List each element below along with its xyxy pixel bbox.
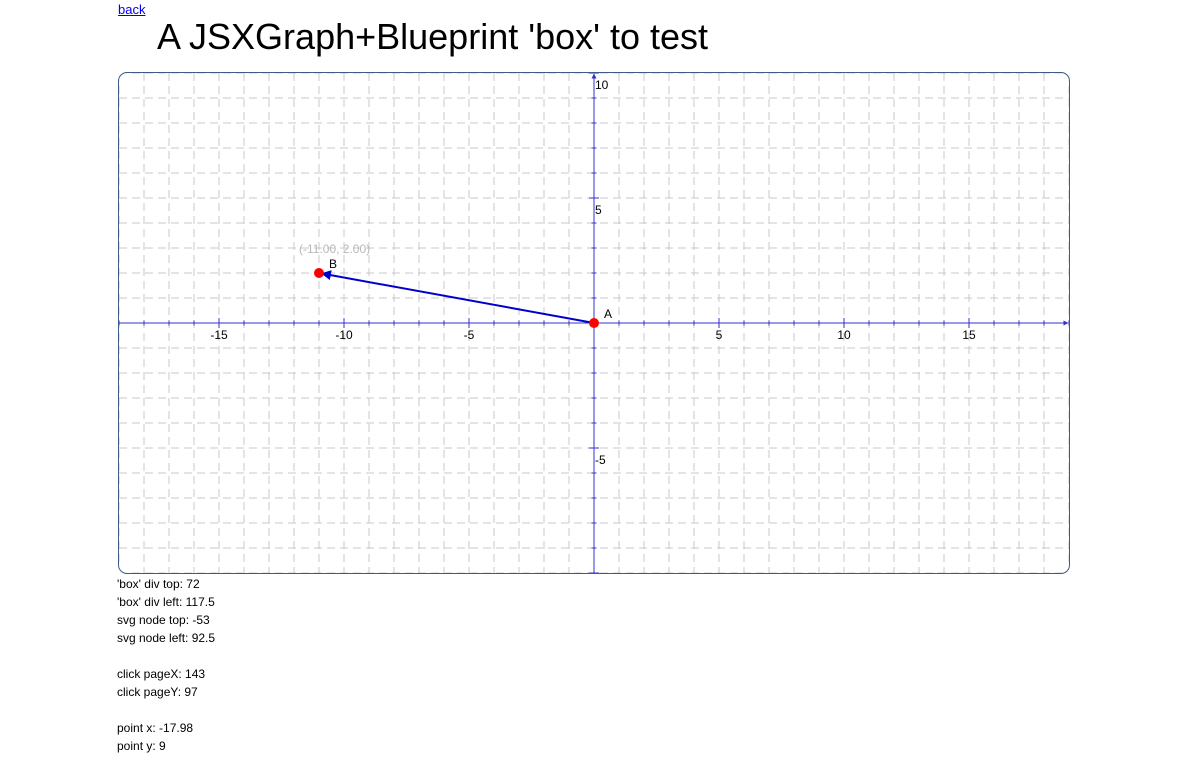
point-y-readout: point y: 9: [117, 739, 166, 753]
vector-layer: [320, 270, 595, 324]
y-tick-label: 5: [595, 203, 602, 217]
spacer: [117, 701, 215, 719]
x-tick-label: -10: [335, 328, 353, 342]
board-canvas[interactable]: -15 -10 -5 5 10 15 10 5 -5 A B(-11.00, 2.00): [119, 73, 1069, 573]
point-x-readout: point x: -17.98: [117, 721, 194, 735]
x-tick-label: 15: [962, 328, 976, 342]
x-tick-label: 5: [716, 328, 723, 342]
point-a[interactable]: [589, 318, 599, 328]
click-pagex-readout: click pageX: 143: [117, 667, 206, 681]
jsxgraph-board[interactable]: -15 -10 -5 5 10 15 10 5 -5 A B (-11.00, 2.00): [118, 72, 1070, 574]
svg-left-readout: svg node left: 92.5: [117, 631, 216, 645]
x-tick-label: -5: [464, 328, 475, 342]
back-link[interactable]: back: [118, 2, 146, 17]
point-b[interactable]: [314, 268, 324, 278]
y-tick-label: -5: [595, 453, 606, 467]
box-top-readout: 'box' div top: 72: [117, 577, 200, 591]
x-tick-label: 10: [837, 328, 851, 342]
x-tick-label: -15: [210, 328, 228, 342]
point-coordinate-readout: (-11.00, 2.00): [299, 242, 370, 256]
y-tick-label: 10: [595, 78, 609, 92]
point-label-b: B: [329, 257, 337, 271]
spacer: [117, 647, 215, 665]
axis-ticks: -15 -10 -5 5 10 15 10 5 -5: [119, 73, 1069, 573]
vector-ab[interactable]: [320, 270, 595, 324]
click-pagey-readout: click pageY: 97: [117, 685, 198, 699]
points-layer[interactable]: A B(-11.00, 2.00): [299, 242, 612, 328]
svg-top-readout: svg node top: -53: [117, 613, 210, 627]
debug-info: 'box' div top: 72 'box' div left: 117.5 …: [117, 575, 215, 755]
point-label-a: A: [604, 307, 612, 321]
box-left-readout: 'box' div left: 117.5: [117, 595, 215, 609]
page-title: A JSXGraph+Blueprint 'box' to test: [157, 16, 709, 57]
